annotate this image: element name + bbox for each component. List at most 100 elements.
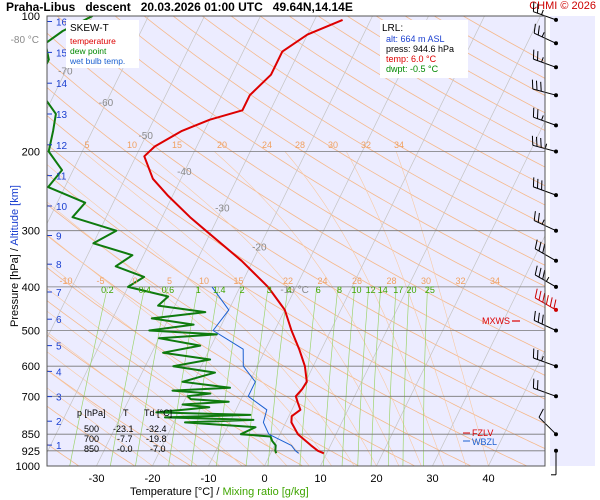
dry-adiabat-line bbox=[230, 16, 545, 206]
lrl-temperature: temp: 6.0 °C bbox=[386, 54, 437, 64]
wind-barb-half-flag bbox=[541, 356, 544, 362]
altitude-tick-label: 4 bbox=[56, 367, 62, 378]
dry-adiabat-line bbox=[201, 16, 545, 226]
adiabat-label: 0 bbox=[132, 276, 137, 286]
wind-barb-half-flag bbox=[541, 32, 545, 38]
legend-title: SKEW-T bbox=[70, 23, 109, 34]
adiabat-label: 20 bbox=[217, 140, 227, 150]
series-line-wet-bulb-temp bbox=[211, 286, 300, 454]
isotherm-line bbox=[432, 235, 545, 466]
wind-barb bbox=[533, 23, 558, 46]
dry-adiabat-line bbox=[47, 115, 545, 424]
copyright-label: CHMI © 2026 bbox=[529, 0, 596, 12]
plot-frame bbox=[46, 15, 546, 467]
table-row-700-t: -7.7 bbox=[117, 434, 133, 444]
adiabat-label: 15 bbox=[233, 276, 243, 286]
series-line-temperature bbox=[143, 18, 343, 455]
wind-barb-flag bbox=[533, 23, 536, 34]
mixing-ratio-label: 0.4 bbox=[139, 285, 152, 295]
mixing-ratio-line bbox=[109, 286, 146, 466]
y-axis-label-altitude: Altitude [km] bbox=[9, 185, 21, 246]
altitude-tick-label: 15 bbox=[56, 48, 68, 59]
mixing-ratio-line bbox=[135, 286, 168, 466]
mixing-ratio-label: 0.2 bbox=[101, 285, 114, 295]
wind-barb-flag bbox=[533, 211, 536, 221]
altitude-tick-label: 3 bbox=[56, 393, 62, 404]
wind-barb-half-flag bbox=[541, 219, 545, 225]
isotherm-label: -10 °C bbox=[280, 285, 308, 296]
wind-barb bbox=[551, 448, 558, 476]
mixing-ratio-label: 1 bbox=[196, 285, 201, 295]
mixing-ratio-label: 0.6 bbox=[162, 285, 175, 295]
adiabat-label: 32 bbox=[361, 140, 371, 150]
wind-barb-half-flag bbox=[545, 276, 550, 282]
temperature-tick-label: 0 bbox=[261, 473, 267, 485]
wind-barb-flag bbox=[538, 267, 542, 278]
mixing-ratio-label: 8 bbox=[337, 285, 342, 295]
wind-barb-flag bbox=[542, 269, 546, 280]
mixing-ratio-line bbox=[387, 286, 397, 466]
isotherm-line bbox=[47, 16, 93, 110]
mixing-ratio-label: 12 bbox=[366, 285, 376, 295]
altitude-tick-label: 12 bbox=[56, 141, 68, 152]
isotherm-label: -60 bbox=[99, 98, 114, 109]
lrl-info-box: LRL: alt: 664 m ASL press: 944.6 hPa tem… bbox=[380, 20, 468, 78]
x-axis-label-sep: / bbox=[216, 486, 220, 498]
lrl-pressure: press: 944.6 hPa bbox=[386, 44, 454, 54]
dry-adiabat-line bbox=[114, 16, 545, 287]
adiabat-label: 30 bbox=[328, 140, 338, 150]
wind-barb-flag bbox=[534, 239, 538, 249]
mixing-ratio-line bbox=[357, 286, 370, 466]
background-lines bbox=[47, 16, 545, 466]
wind-barb-flag bbox=[537, 212, 540, 223]
isotherm-label: -80 °C bbox=[11, 35, 39, 46]
table-header-p: p [hPa] bbox=[77, 408, 106, 418]
wind-barb bbox=[531, 79, 558, 98]
dry-adiabat-line bbox=[85, 16, 545, 309]
temperature-tick-label: -20 bbox=[145, 473, 161, 485]
altitude-tick-label: 9 bbox=[56, 232, 62, 243]
wind-barb bbox=[534, 265, 558, 289]
x-axis-label-temperature: Temperature [°C] bbox=[130, 486, 214, 498]
wind-barb-half-flag bbox=[541, 115, 544, 121]
table-row-500-p: 500 bbox=[84, 424, 99, 434]
isotherm-label: -70 bbox=[58, 67, 73, 78]
adiabat-label: 5 bbox=[167, 276, 172, 286]
adiabat-label: 10 bbox=[127, 140, 137, 150]
table-row-700-p: 700 bbox=[84, 434, 99, 444]
adiabat-label: 34 bbox=[490, 276, 500, 286]
isotherm-line bbox=[488, 349, 545, 466]
adiabat-label: 28 bbox=[386, 276, 396, 286]
mixing-ratio-line bbox=[267, 286, 289, 466]
altitude-tick-label: 6 bbox=[56, 315, 62, 326]
wind-barb-half-flag bbox=[544, 143, 548, 149]
lrl-title: LRL: bbox=[382, 23, 403, 34]
altitude-tick-label: 5 bbox=[56, 342, 62, 353]
mixing-ratio-line bbox=[323, 286, 339, 466]
dry-adiabat-line bbox=[47, 59, 545, 376]
mixing-ratio-label: 25 bbox=[425, 285, 435, 295]
wind-barb-flag bbox=[534, 288, 538, 299]
wind-barb-flag bbox=[536, 80, 538, 91]
profile-series bbox=[47, 16, 343, 455]
mixing-ratio-line bbox=[299, 286, 318, 466]
adiabat-label: 10 bbox=[199, 276, 209, 286]
table-row-500-td: -32.4 bbox=[146, 424, 167, 434]
table-row-850-p: 850 bbox=[84, 444, 99, 454]
legend-item-temperature: temperature bbox=[70, 36, 116, 46]
mixing-ratio-label: 1.4 bbox=[213, 285, 226, 295]
wind-barb-flag bbox=[538, 408, 544, 418]
pressure-tick-label: 400 bbox=[22, 282, 40, 294]
temperature-tick-label: 10 bbox=[314, 473, 326, 485]
mixing-ratio-line bbox=[245, 286, 269, 466]
mixing-ratio-line bbox=[216, 286, 242, 466]
dry-adiabat-line bbox=[172, 16, 545, 246]
isotherm-line bbox=[47, 16, 205, 339]
wind-barb-half-flag bbox=[541, 9, 544, 15]
wind-barbs bbox=[531, 2, 558, 476]
legend-background bbox=[66, 20, 139, 68]
legend-item-dewpoint: dew point bbox=[70, 46, 107, 56]
dry-adiabat-line bbox=[56, 16, 545, 331]
adiabat-label: 5 bbox=[84, 140, 89, 150]
